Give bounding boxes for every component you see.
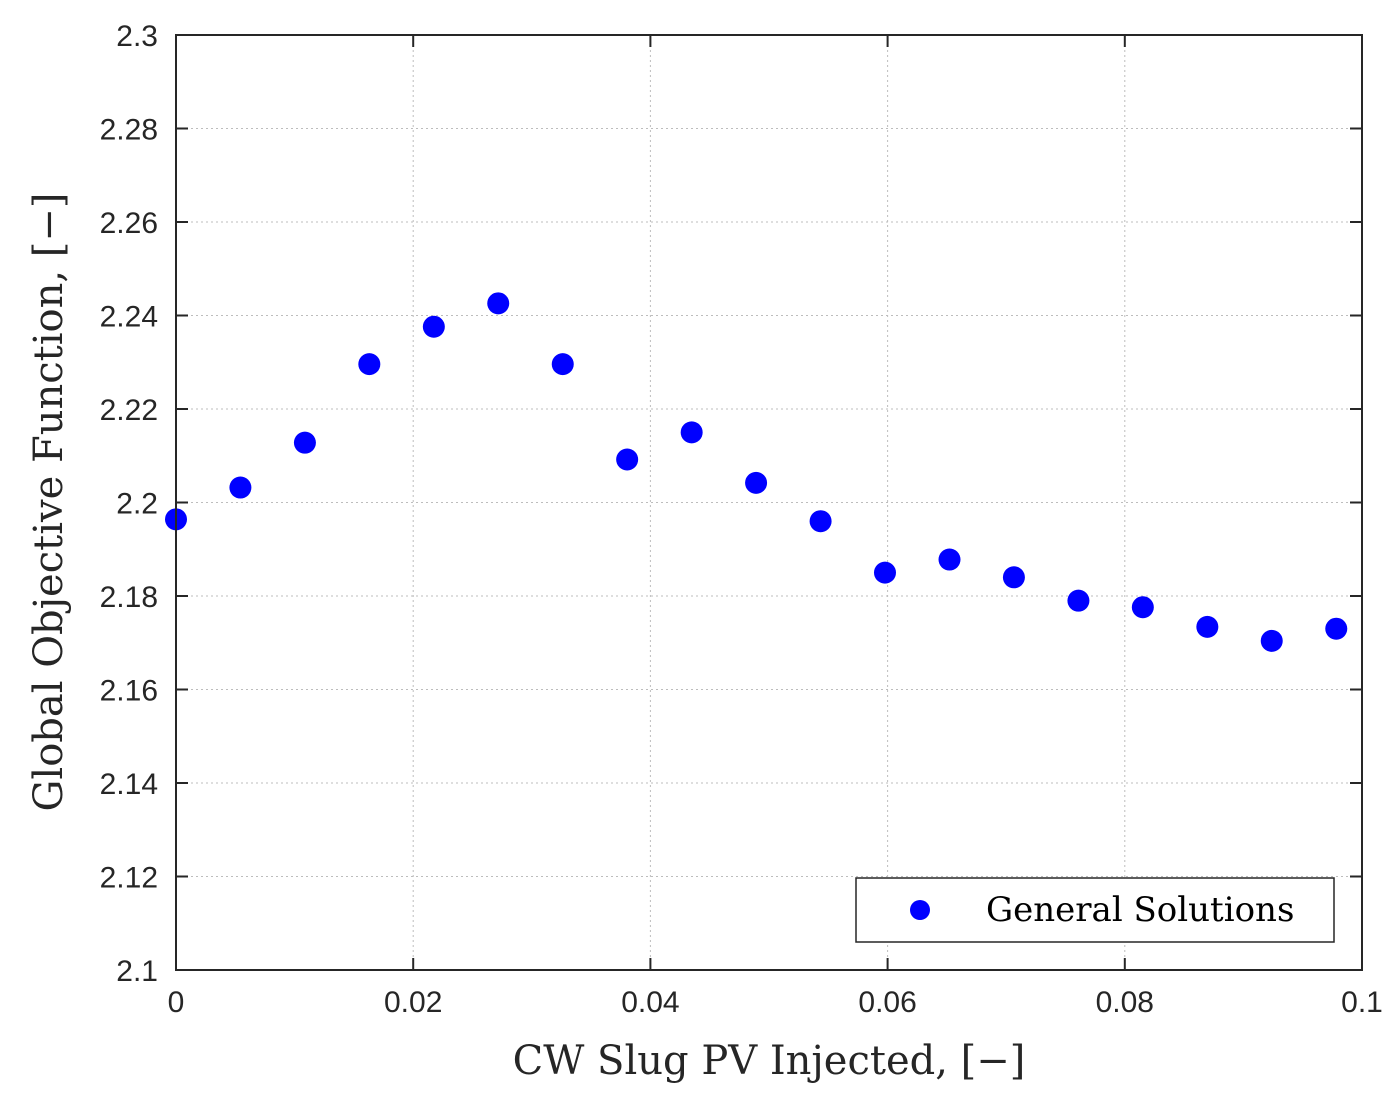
- data-point: [680, 421, 703, 444]
- data-point: [293, 431, 316, 454]
- data-point: [1260, 629, 1283, 652]
- data-point: [229, 476, 252, 499]
- axis-ticks: [175, 34, 1363, 971]
- data-point: [1002, 566, 1025, 589]
- y-tick-label: 2.22: [100, 394, 158, 427]
- x-tick-label: 0.1: [1341, 986, 1383, 1019]
- legend-label-general-solutions: General Solutions: [986, 890, 1294, 930]
- data-point: [745, 471, 768, 494]
- data-point: [809, 510, 832, 533]
- y-tick-label: 2.26: [100, 207, 158, 240]
- data-point: [358, 353, 381, 376]
- data-point: [873, 561, 896, 584]
- y-tick-label: 2.1: [116, 955, 158, 988]
- y-tick-label: 2.2: [116, 488, 158, 521]
- y-tick-label: 2.12: [100, 862, 158, 895]
- x-tick-label: 0.04: [621, 986, 679, 1019]
- data-point: [1196, 615, 1219, 638]
- legend-box: [855, 877, 1335, 943]
- plot-area-frame: [175, 34, 1363, 971]
- data-point: [422, 315, 445, 338]
- legend-marker-general-solutions: [910, 900, 930, 920]
- data-point: [487, 292, 510, 315]
- x-tick-label: 0.08: [1096, 986, 1154, 1019]
- x-tick-label: 0.02: [384, 986, 442, 1019]
- data-point: [1325, 617, 1348, 640]
- tick-labels: 0 0.02 0.04 0.06 0.08 0.1 2.1 2.12 2.14 2.16 2.18 2…: [100, 20, 1383, 1019]
- y-axis-label: Global Objective Function, [−]: [26, 192, 72, 811]
- y-tick-label: 2.28: [100, 114, 158, 147]
- data-point: [1131, 596, 1154, 619]
- data-point: [1067, 589, 1090, 612]
- y-tick-label: 2.16: [100, 675, 158, 708]
- data-point: [938, 548, 961, 571]
- data-point: [616, 448, 639, 471]
- grid-lines: [176, 35, 1362, 970]
- x-tick-label: 0.06: [858, 986, 916, 1019]
- legend: General Solutions: [855, 877, 1335, 943]
- x-axis-label: CW Slug PV Injected, [−]: [513, 1038, 1026, 1084]
- y-tick-label: 2.14: [100, 768, 158, 801]
- data-point: [551, 353, 574, 376]
- y-tick-label: 2.3: [116, 20, 158, 53]
- y-tick-label: 2.18: [100, 581, 158, 614]
- data-points: [165, 292, 1348, 652]
- x-tick-label: 0: [168, 986, 185, 1019]
- y-tick-label: 2.24: [100, 301, 158, 334]
